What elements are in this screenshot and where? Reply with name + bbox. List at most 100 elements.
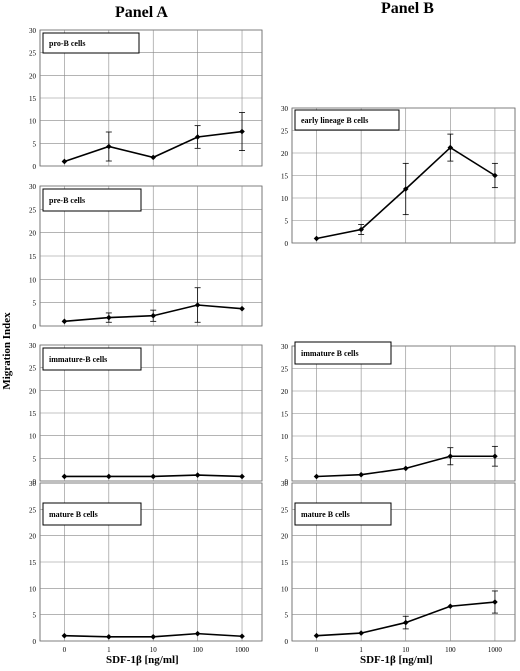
y-tick-label: 15 — [29, 410, 37, 418]
x-tick-label: 0 — [63, 646, 67, 654]
y-tick-label: 15 — [281, 173, 289, 181]
y-tick-label: 25 — [29, 50, 37, 58]
x-tick-label: 10 — [402, 646, 410, 654]
x-axis-label-panel-a: SDF-1β [ng/ml] — [106, 654, 179, 666]
x-tick-label: 1000 — [235, 646, 250, 654]
data-point — [492, 453, 498, 460]
chart-title-box — [42, 32, 140, 54]
y-tick-label: 30 — [29, 342, 37, 350]
data-point — [106, 633, 112, 640]
chart-3: 0 5 10 15 20 25 30 immature-B cells — [29, 342, 263, 486]
chart-title: pre-B cells — [49, 196, 85, 205]
data-point — [447, 603, 454, 610]
data-point — [358, 226, 364, 233]
data-point — [358, 471, 364, 478]
chart-title: pro-B cells — [49, 39, 86, 48]
chart-title: early lineage B cells — [301, 116, 368, 125]
chart-title-box — [42, 347, 142, 371]
x-axis-label-panel-b: SDF-1β [ng/ml] — [360, 654, 433, 666]
data-point — [402, 619, 409, 626]
data-point — [239, 128, 245, 135]
y-tick-label: 15 — [281, 411, 289, 419]
y-tick-label: 30 — [281, 343, 289, 351]
y-tick-label: 30 — [29, 183, 37, 191]
data-point — [106, 473, 112, 480]
data-point — [447, 144, 454, 151]
y-tick-label: 20 — [281, 533, 289, 541]
chart-title-box — [42, 188, 142, 212]
data-point — [402, 186, 409, 192]
data-point — [194, 472, 201, 478]
y-tick-label: 0 — [33, 323, 37, 331]
y-tick-label: 15 — [29, 95, 37, 103]
x-tick-label: 1 — [359, 646, 363, 654]
data-point — [194, 302, 201, 308]
data-point — [61, 158, 68, 165]
y-tick-label: 20 — [29, 533, 37, 541]
y-tick-label: 25 — [281, 366, 289, 374]
y-tick-label: 25 — [29, 206, 37, 214]
y-tick-label: 20 — [281, 150, 289, 158]
chart-title: immature B cells — [301, 349, 359, 358]
data-point — [239, 633, 245, 640]
data-point — [150, 633, 157, 640]
y-tick-label: 20 — [29, 387, 37, 395]
y-tick-label: 5 — [285, 456, 289, 464]
x-tick-label: 100 — [192, 646, 203, 654]
y-tick-label: 5 — [33, 300, 37, 308]
x-tick-label: 10 — [150, 646, 158, 654]
data-point — [61, 632, 68, 639]
data-point — [313, 235, 320, 242]
y-tick-label: 30 — [281, 105, 289, 113]
y-tick-label: 10 — [281, 433, 289, 441]
data-point — [239, 473, 245, 480]
y-tick-label: 0 — [33, 638, 37, 646]
y-tick-label: 20 — [29, 72, 37, 80]
data-point — [194, 134, 201, 140]
y-tick-label: 0 — [33, 163, 37, 171]
data-point — [313, 632, 320, 639]
y-tick-label: 20 — [29, 230, 37, 238]
y-tick-label: 10 — [29, 276, 37, 284]
y-tick-label: 15 — [281, 559, 289, 567]
data-point — [313, 473, 320, 480]
y-tick-label: 10 — [281, 195, 289, 203]
data-point — [492, 599, 498, 605]
data-point — [106, 143, 112, 150]
chart-title-box — [42, 502, 142, 526]
y-tick-label: 30 — [29, 480, 37, 488]
y-tick-label: 5 — [285, 612, 289, 620]
y-tick-label: 10 — [29, 585, 37, 593]
chart-title: mature B cells — [301, 510, 350, 519]
x-tick-label: 1000 — [488, 646, 503, 654]
data-point — [447, 453, 454, 460]
y-tick-label: 25 — [281, 128, 289, 136]
panel-b-title: Panel B — [381, 0, 434, 17]
y-tick-label: 5 — [33, 612, 37, 620]
data-point — [492, 172, 498, 179]
data-point — [402, 465, 409, 472]
data-point — [61, 318, 68, 325]
data-point — [358, 630, 364, 636]
chart-title-box — [294, 502, 392, 526]
y-tick-label: 30 — [281, 480, 289, 488]
chart-title: mature B cells — [49, 510, 98, 519]
chart-1: 0 5 10 15 20 25 30 pro-B cells — [29, 27, 263, 171]
chart-5: 0 5 10 15 20 25 30 early lineage B cells — [281, 105, 516, 248]
y-tick-label: 5 — [33, 455, 37, 463]
y-tick-label: 0 — [33, 478, 37, 486]
data-point — [150, 312, 157, 319]
y-tick-label: 25 — [281, 506, 289, 514]
y-tick-label: 0 — [285, 638, 289, 646]
chart-2: 0 5 10 15 20 25 30 pre-B cells — [29, 183, 263, 331]
chart-title-box — [294, 109, 400, 131]
x-tick-label: 100 — [445, 646, 456, 654]
x-tick-label: 1 — [107, 646, 111, 654]
data-point — [150, 473, 157, 480]
chart-title: immature-B cells — [49, 355, 107, 364]
y-tick-label: 10 — [281, 585, 289, 593]
y-tick-label: 30 — [29, 27, 37, 35]
chart-title-box — [294, 341, 392, 365]
